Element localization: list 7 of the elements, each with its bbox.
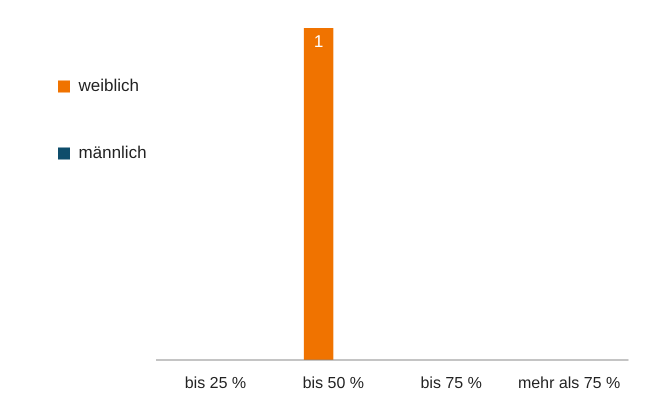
legend-label: männlich bbox=[78, 143, 147, 162]
x-tick-label: mehr als 75 % bbox=[518, 374, 620, 392]
x-tick-label: bis 25 % bbox=[184, 374, 246, 392]
data-label: 1 bbox=[314, 32, 324, 52]
x-tick-label: bis 50 % bbox=[302, 374, 364, 392]
legend-label: weiblich bbox=[78, 76, 139, 96]
x-tick-label: bis 75 % bbox=[420, 374, 482, 392]
